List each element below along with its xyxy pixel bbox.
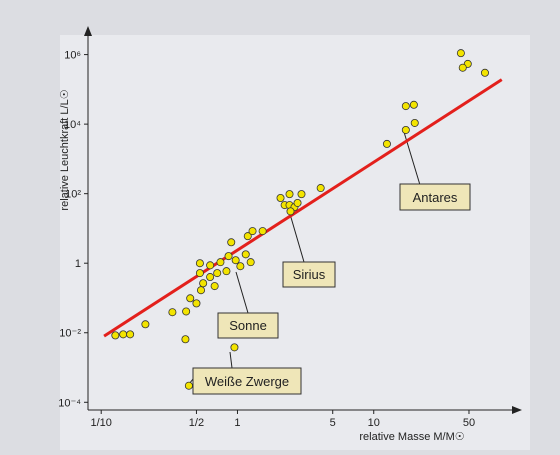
data-point [458,63,467,72]
y-tick-label: 10⁻⁴ [58,397,81,409]
annotation-box [217,312,279,339]
x-tick-label: 10 [368,417,380,429]
x-tick-label: 1/10 [90,417,111,429]
y-tick-label: 10⁻² [59,328,81,340]
y-tick-label: 10⁶ [64,50,81,62]
data-point [213,269,222,278]
data-point [199,279,208,288]
data-point [401,102,410,111]
data-point [258,227,267,236]
data-point [456,49,465,58]
data-point [316,184,325,193]
leader-line [229,351,233,369]
x-tick-label: 5 [330,417,336,429]
data-point [276,194,285,203]
leader-line [235,271,249,314]
data-point [222,267,231,276]
data-point [297,190,306,199]
data-point [241,250,250,259]
data-point [168,308,177,317]
data-point [410,118,419,127]
data-point [293,198,302,207]
annotation: Sonne [229,318,267,333]
x-tick-label: 1/2 [189,417,204,429]
annotation-box [282,261,336,288]
data-point [206,261,215,270]
data-point [236,262,245,271]
data-point [243,232,252,241]
leader-line [289,213,305,263]
data-point [195,269,204,278]
data-point [246,258,255,267]
data-point [184,381,193,390]
data-point [285,190,294,199]
y-tick-label: 10⁴ [64,119,81,131]
data-point [210,282,219,291]
data-point [206,273,215,282]
x-arrow [512,406,522,414]
data-point [119,330,128,339]
data-point [382,139,391,148]
data-point [216,258,225,267]
data-point [224,252,233,261]
data-point [181,335,190,344]
fit-line [103,78,503,338]
data-point [182,307,191,316]
data-point [111,331,120,340]
annotation: Antares [413,190,458,205]
data-point [192,299,201,308]
data-point [227,238,236,247]
data-point [141,320,150,329]
x-tick-label: 1 [234,417,240,429]
data-point [248,227,257,236]
data-point [480,68,489,77]
y-axis-label: relative Leuchtkraft L/L☉ [59,89,71,210]
annotation: Weiße Zwerge [205,374,289,389]
data-point [286,207,295,216]
data-point [197,286,206,295]
y-arrow [84,26,92,36]
x-tick-label: 50 [463,417,475,429]
annotation: Sirius [293,267,326,282]
data-point [409,100,418,109]
data-point [195,259,204,268]
annotation-box [399,183,471,211]
data-point [230,343,239,352]
y-tick-label: 10² [65,189,81,201]
annotation-box [192,367,302,395]
data-point [126,330,135,339]
y-tick-label: 1 [75,258,81,270]
data-point [401,125,410,134]
x-axis-label: relative Masse M/M☉ [359,431,464,443]
data-point [186,294,195,303]
data-point [231,256,240,265]
